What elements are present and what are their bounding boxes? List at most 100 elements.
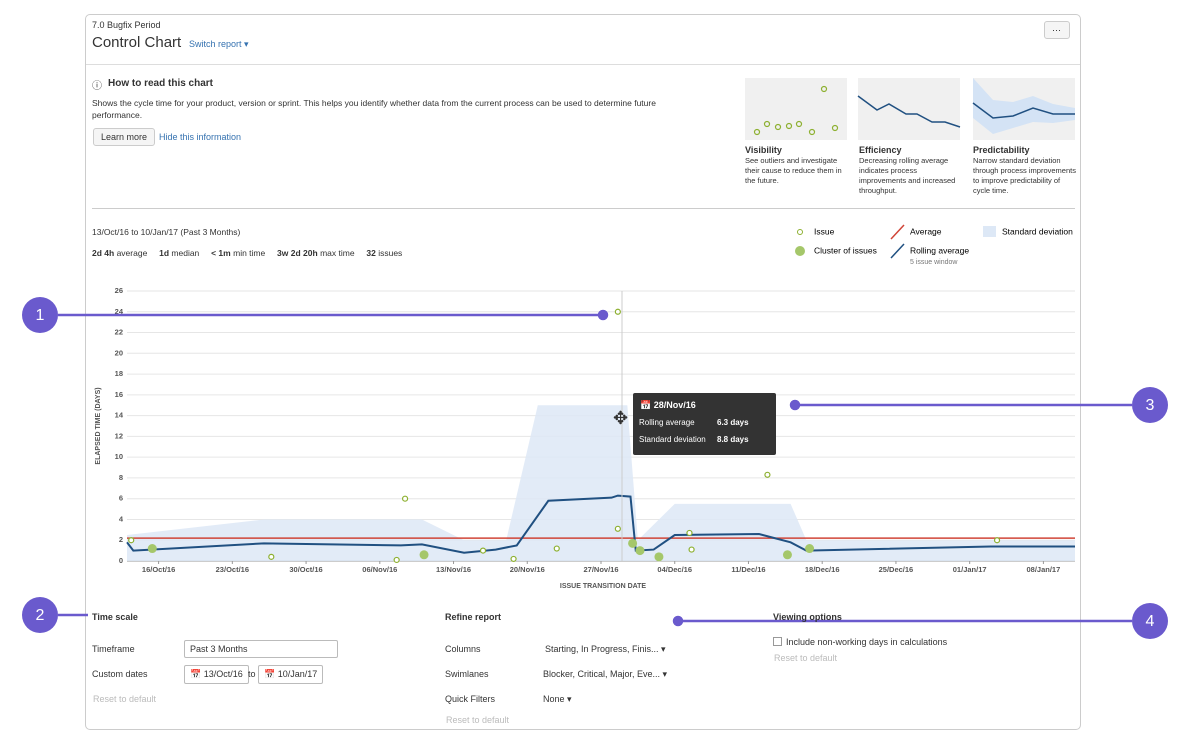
filters-dropdown[interactable]: None: [543, 694, 572, 705]
x-tick-label: 25/Dec/16: [879, 565, 914, 574]
section-heading: Viewing options: [773, 612, 842, 622]
reset-link[interactable]: Reset to default: [774, 653, 838, 663]
tooltip-date-text: 28/Nov/16: [653, 400, 696, 410]
x-tick-label: 20/Nov/16: [510, 565, 545, 574]
legend-label: Issue: [814, 226, 835, 236]
cluster-point: [628, 538, 638, 548]
std-dev-area: [127, 405, 1075, 561]
y-tick-label: 8: [119, 473, 123, 482]
x-tick-label: 01/Jan/17: [953, 565, 987, 574]
issue-point: [128, 537, 135, 544]
annotation-number: 3: [1146, 397, 1155, 414]
date-input[interactable]: 📅 13/Oct/16: [184, 665, 249, 684]
x-tick-label: 08/Jan/17: [1027, 565, 1061, 574]
hide-info[interactable]: Hide this information: [159, 132, 242, 142]
reset-link[interactable]: Reset to default: [446, 715, 510, 725]
annotation-number: 2: [36, 607, 45, 624]
switch-report[interactable]: Switch report: [189, 39, 249, 50]
issue-point: [993, 537, 1001, 544]
more-button[interactable]: ⋯: [1044, 21, 1070, 39]
tooltip-date: 📅 28/Nov/16: [640, 400, 696, 410]
columns-dropdown[interactable]: Starting, In Progress, Finis...: [545, 644, 666, 655]
rolling-average-line: [126, 494, 1075, 554]
y-tick-label: 12: [115, 431, 123, 440]
annotation-number: 4: [1146, 613, 1155, 630]
field-label: Swimlanes: [445, 669, 489, 679]
section-heading: Time scale: [92, 612, 138, 622]
legend-icons: [795, 224, 996, 259]
timeframe-select[interactable]: Past 3 Months: [184, 640, 338, 658]
stat-label: median: [171, 248, 200, 258]
field-label: Columns: [445, 644, 481, 654]
legend-label: Standard deviation: [1002, 226, 1073, 236]
info-thumbnails: [745, 78, 1075, 140]
y-tick-label: 20: [115, 348, 123, 357]
issue-point: [393, 556, 400, 564]
card-title: Efficiency: [859, 145, 902, 155]
stat-value: 1d: [159, 248, 170, 258]
x-tick-label: 23/Oct/16: [216, 565, 249, 574]
issue-point: [510, 555, 517, 563]
cluster-point: [147, 544, 157, 554]
info-heading: How to read this chart: [108, 78, 214, 89]
field-label: Quick Filters: [445, 694, 496, 704]
issue-point: [553, 545, 560, 552]
stat-value: 32: [366, 248, 376, 258]
date-input[interactable]: 📅 10/Jan/17: [258, 665, 324, 684]
tooltip-label: Rolling average: [639, 418, 695, 427]
x-tick-label: 30/Oct/16: [289, 565, 322, 574]
tooltip: [633, 393, 776, 455]
date-range: 13/Oct/16 to 10/Jan/17 (Past 3 Months): [92, 227, 241, 237]
subtitle: 7.0 Bugfix Period: [92, 20, 161, 30]
stat-label: issues: [378, 248, 403, 258]
issue-point: [686, 529, 693, 537]
stat-value: < 1m: [211, 248, 231, 258]
y-tick-label: 4: [119, 514, 124, 523]
divider: [92, 208, 1075, 209]
card-title: Visibility: [745, 145, 782, 155]
issue-point: [268, 553, 275, 560]
legend-label: Cluster of issues: [814, 245, 877, 255]
report-card: [85, 14, 1081, 730]
issue-point: [688, 546, 695, 553]
x-tick-label: 13/Nov/16: [436, 565, 471, 574]
reset-link[interactable]: Reset to default: [93, 694, 157, 704]
legend-label: Rolling average: [910, 245, 969, 255]
section-heading: Refine report: [445, 612, 502, 622]
learn-more[interactable]: Learn more: [93, 128, 156, 146]
tooltip-value: 8.8 days: [717, 435, 749, 444]
x-tick-label: 04/Dec/16: [657, 565, 692, 574]
x-tick-label: 18/Dec/16: [805, 565, 840, 574]
stats: 2d 4h average 1d median < 1m min time 3w…: [92, 248, 402, 258]
card-description: Narrow standard deviation through proces…: [973, 156, 1076, 195]
y-tick-label: 16: [115, 390, 123, 399]
cluster-point: [419, 550, 429, 560]
cluster-point: [805, 544, 815, 554]
cluster-point: [654, 552, 664, 562]
date-text: 10/Jan/17: [277, 669, 318, 679]
y-tick-label: 24: [115, 307, 124, 316]
legend-label: Average: [910, 226, 942, 236]
checkbox[interactable]: [773, 637, 782, 646]
y-tick-label: 6: [119, 494, 123, 503]
cluster-point: [782, 550, 792, 560]
y-tick-label: 10: [115, 452, 123, 461]
field-label: Custom dates: [92, 669, 148, 679]
card-description: See outliers and investigate their cause…: [745, 156, 842, 185]
y-tick-label: 2: [119, 535, 123, 544]
issue-point: [614, 525, 621, 532]
cursor: ✥: [613, 408, 629, 428]
tooltip-value: 6.3 days: [717, 418, 749, 427]
issue-point: [479, 547, 487, 554]
date-text: 13/Oct/16: [203, 669, 243, 679]
x-axis-label: ISSUE TRANSITION DATE: [560, 583, 647, 590]
x-tick-label: 11/Dec/16: [731, 565, 765, 574]
issue-point: [614, 308, 621, 315]
swimlanes-dropdown[interactable]: Blocker, Critical, Major, Eve...: [543, 669, 667, 680]
checkbox-label: Include non-working days in calculations: [786, 637, 948, 647]
x-tick-label: 16/Oct/16: [142, 565, 175, 574]
divider: [86, 64, 1080, 65]
y-tick-label: 14: [115, 411, 124, 420]
